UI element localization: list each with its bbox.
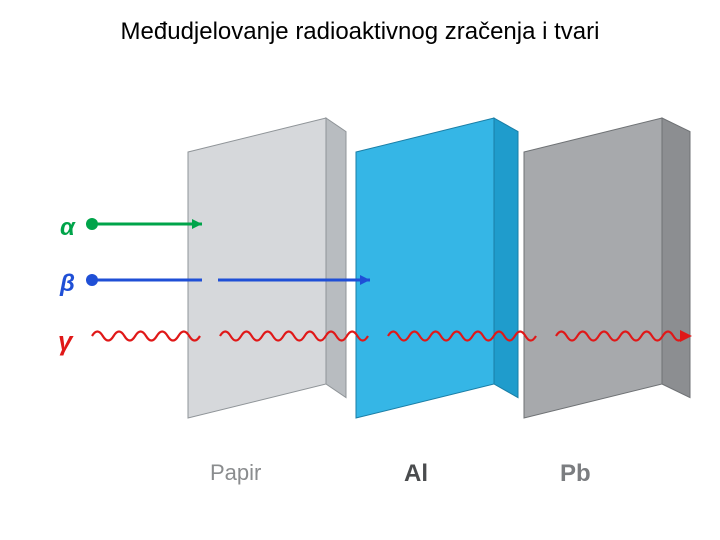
material-label-pb: Pb — [560, 460, 591, 488]
ray-label-beta: β — [60, 270, 75, 298]
ray-label-alpha: α — [60, 214, 75, 242]
material-label-al: Al — [404, 460, 428, 488]
material-label-paper: Papir — [210, 460, 261, 486]
ray-label-gamma: γ — [58, 326, 72, 357]
slab-paper — [188, 118, 346, 418]
slab-al — [356, 118, 518, 418]
slab-pb — [524, 118, 690, 418]
radiation-diagram — [0, 0, 720, 540]
ray-gamma-seg-0 — [92, 332, 200, 341]
